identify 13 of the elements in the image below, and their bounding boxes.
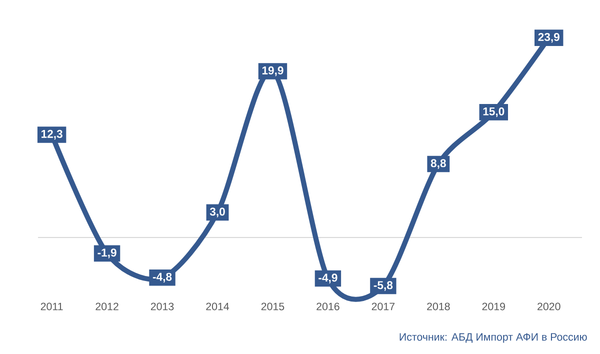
- data-label: 8,8: [430, 159, 446, 169]
- x-tick-label: 2015: [261, 302, 284, 310]
- x-tick-label: 2017: [372, 302, 395, 310]
- x-tick-label: 2012: [96, 302, 118, 310]
- x-tick-label: 2020: [538, 302, 560, 310]
- x-tick-label: 2014: [206, 302, 230, 310]
- x-tick-label: 2018: [427, 302, 450, 310]
- x-tick-label: 2011: [40, 302, 63, 310]
- data-label: 3,0: [210, 208, 225, 218]
- x-tick-label: 2013: [150, 302, 174, 310]
- x-tick-label: 2019: [482, 302, 505, 310]
- text: Источник: АБД Импорт АФИ в Россию: [400, 333, 587, 343]
- x-tick-label: 2016: [316, 302, 340, 310]
